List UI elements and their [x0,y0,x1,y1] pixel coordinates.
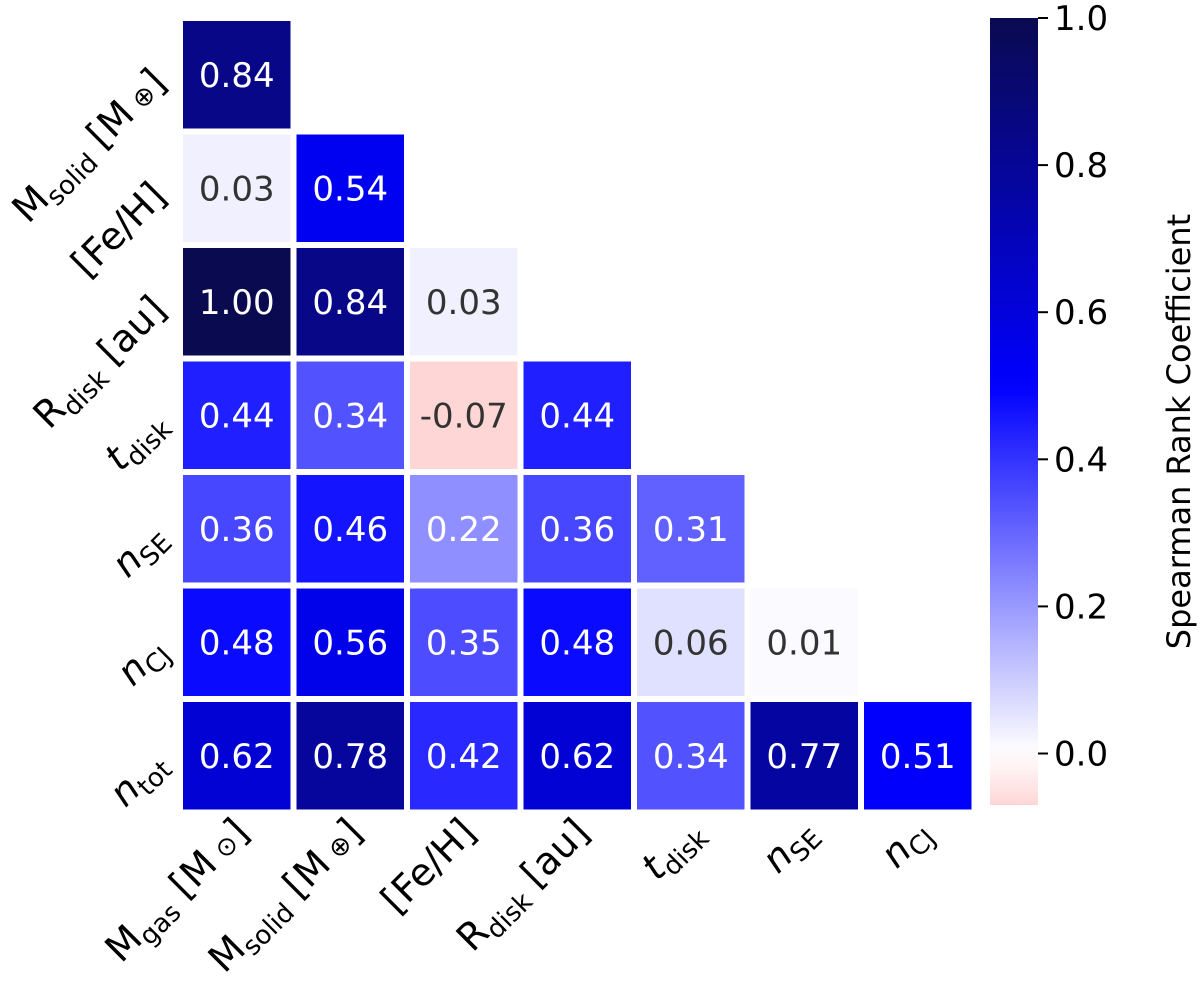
heatmap-cell [410,475,518,583]
cell-value-label: 0.36 [199,510,275,550]
cell-value-label: 0.46 [312,510,388,550]
heatmap-cell [183,361,291,469]
heatmap-cell [183,134,291,242]
cell-value-label: 0.03 [199,169,275,209]
heatmap-cell [410,702,518,810]
cell-value-label: 0.31 [653,510,729,550]
heatmap-cell [183,588,291,696]
cell-value-label: 0.54 [312,169,388,209]
heatmap-cell [410,588,518,696]
cell-value-label: 0.34 [312,396,388,436]
row-label: tdisk [96,401,179,484]
heatmap-cell [183,475,291,583]
cell-value-label: 0.62 [199,737,275,777]
heatmap-cell [750,702,858,810]
heatmap-cell [296,475,404,583]
colorbar-tick-label: 1.0 [1054,0,1108,39]
column-label: nSE [753,810,829,886]
cell-value-label: 0.77 [766,737,842,777]
heatmap-cell [637,702,745,810]
cell-value-label: 0.84 [199,56,275,96]
colorbar-ticks: 0.0 0.2 0.4 0.6 0.8 1.0 [1038,0,1108,775]
colorbar-tick-label: 0.0 [1054,735,1108,775]
cell-value-label: 0.44 [199,396,275,436]
heatmap-cell [523,475,631,583]
cell-value-label: 0.48 [199,623,275,663]
cell-value-label: 0.48 [539,623,615,663]
heatmap-cell [183,21,291,129]
heatmap-cell [523,588,631,696]
heatmap-cell [296,248,404,356]
heatmap-cells: 0.84 0.03 0.54 1.00 0.84 0.03 0.44 0.34 -0.07 0.4… [183,21,972,810]
cell-value-label: 0.42 [426,737,502,777]
heatmap-cell [750,588,858,696]
column-label: tdisk [632,810,715,893]
heatmap-cell [523,361,631,469]
column-label: [Fe/H] [372,810,484,922]
colorbar-tick-label: 0.2 [1054,587,1108,627]
heatmap-cell [864,702,972,810]
cell-value-label: 0.56 [312,623,388,663]
column-labels: Mgas [M ⊙]Msolid [M ⊕] [Fe/H]Rdisk [au] td… [96,810,943,981]
cell-value-label: 0.62 [539,737,615,777]
cell-value-label: 0.35 [426,623,502,663]
cell-value-label: 0.01 [766,623,842,663]
cell-value-label: 0.78 [312,737,388,777]
column-label: nCJ [872,810,943,881]
colorbar-tick-label: 0.8 [1054,146,1108,186]
heatmap-cell [183,248,291,356]
heatmap-cell [296,361,404,469]
heatmap-cell [183,702,291,810]
heatmap-cell [637,588,745,696]
colorbar-gradient [990,18,1038,805]
colorbar-tick-label: 0.6 [1054,293,1108,333]
heatmap-cell [296,134,404,242]
cell-value-label: 0.34 [653,737,729,777]
heatmap-cell [410,361,518,469]
cell-value-label: 0.36 [539,510,615,550]
cell-value-label: -0.07 [420,396,508,436]
heatmap-cell [296,588,404,696]
heatmap-cell [637,475,745,583]
row-labels: Msolid [M ⊕][Fe/H]Rdisk [au]tdisknSEnCJn… [3,60,179,819]
heatmap-cell [523,702,631,810]
cell-value-label: 0.84 [312,283,388,323]
row-label: nCJ [108,628,179,699]
colorbar-title: Spearman Rank Coefficient [1160,214,1198,649]
heatmap-cell [296,702,404,810]
colorbar-tick-label: 0.4 [1054,440,1108,480]
colorbar: 0.0 0.2 0.4 0.6 0.8 1.0 Spearman Rank Coeffic… [990,0,1198,805]
heatmap-cell [410,248,518,356]
row-label: nSE [103,514,179,590]
cell-value-label: 0.44 [539,396,615,436]
cell-value-label: 0.03 [426,283,502,323]
cell-value-label: 0.22 [426,510,502,550]
row-label: ntot [101,741,179,819]
cell-value-label: 0.06 [653,623,729,663]
cell-value-label: 0.51 [880,737,956,777]
cell-value-label: 1.00 [199,283,275,323]
